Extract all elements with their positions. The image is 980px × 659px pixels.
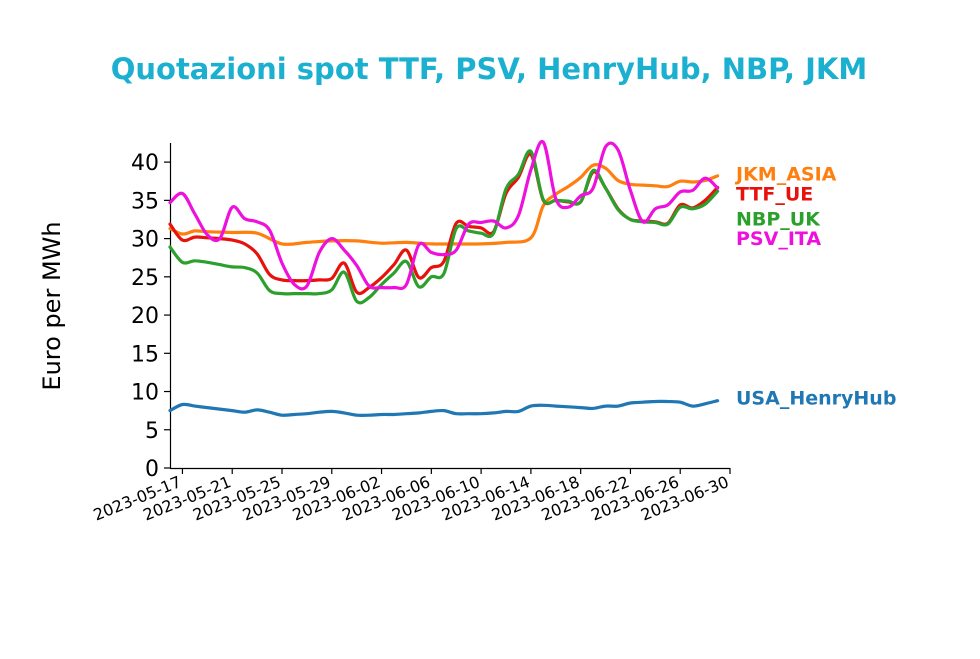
y-tick-label: 35 xyxy=(131,189,159,214)
y-tick-label: 25 xyxy=(131,266,159,291)
series-label-ttf-ue: TTF_UE xyxy=(736,183,813,205)
y-tick-label: 15 xyxy=(131,342,159,367)
chart-title: Quotazioni spot TTF, PSV, HenryHub, NBP,… xyxy=(111,52,868,86)
y-tick-label: 20 xyxy=(131,304,159,329)
y-ticks: 0 5 10 15 20 25 30 35 40 xyxy=(131,151,170,482)
y-tick-label: 0 xyxy=(145,457,159,482)
y-axis-label: Euro per MWh xyxy=(38,221,66,390)
series-label-nbp-uk: NBP_UK xyxy=(736,209,821,231)
x-ticks: 2023-05-172023-05-212023-05-252023-05-29… xyxy=(91,468,731,525)
series-line-jkm-asia xyxy=(168,163,720,247)
series-line-nbp-uk xyxy=(168,149,720,305)
series-line-psv-ita xyxy=(168,139,720,291)
y-tick-label: 5 xyxy=(145,419,159,444)
series-label-psv-ita: PSV_ITA xyxy=(736,228,821,250)
series-label-jkm-asia: JKM_ASIA xyxy=(734,164,837,186)
series-lines xyxy=(168,139,720,418)
y-tick-label: 30 xyxy=(131,228,159,253)
series-line-usa-henryhub xyxy=(168,399,720,418)
y-tick-label: 10 xyxy=(131,381,159,406)
y-tick-label: 40 xyxy=(131,151,159,176)
series-label-usa-henryhub: USA_HenryHub xyxy=(736,388,896,410)
